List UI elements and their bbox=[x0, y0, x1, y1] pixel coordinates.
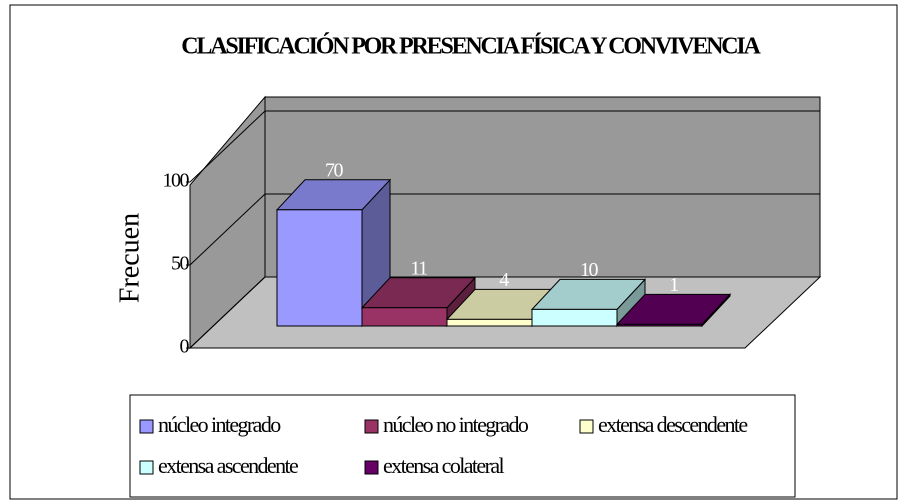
y-tick-label: 50 bbox=[171, 253, 190, 275]
data-label: 10 bbox=[580, 259, 599, 281]
legend-swatch bbox=[579, 419, 594, 434]
data-label: 70 bbox=[325, 159, 344, 181]
y-tick-label: 0 bbox=[180, 336, 190, 358]
chart-title: CLASIFICACIÓN POR PRESENCIA FÍSICA Y CON… bbox=[181, 33, 761, 60]
legend-label: núcleo integrado bbox=[158, 412, 281, 437]
legend-label: núcleo no integrado bbox=[383, 412, 529, 437]
y-axis-label: Frecuen bbox=[114, 213, 145, 303]
legend-swatch bbox=[364, 460, 379, 475]
data-label: 11 bbox=[410, 257, 427, 279]
data-label: 4 bbox=[499, 269, 509, 291]
grid-line bbox=[189, 193, 820, 266]
legend-label: extensa ascendente bbox=[158, 453, 298, 478]
y-tick-label: 100 bbox=[163, 170, 190, 192]
bar bbox=[276, 209, 363, 327]
legend-label: extensa colateral bbox=[383, 453, 504, 478]
legend-swatch bbox=[139, 460, 154, 475]
bar bbox=[361, 307, 448, 327]
legend-swatch bbox=[364, 419, 379, 434]
data-label: 1 bbox=[669, 274, 678, 296]
bar bbox=[446, 318, 533, 327]
grid-line bbox=[189, 110, 820, 183]
legend bbox=[129, 394, 796, 498]
legend-swatch bbox=[139, 419, 154, 434]
bar bbox=[531, 308, 618, 327]
bar bbox=[616, 323, 703, 327]
grid-line bbox=[189, 276, 820, 349]
legend-label: extensa descendente bbox=[598, 412, 747, 437]
